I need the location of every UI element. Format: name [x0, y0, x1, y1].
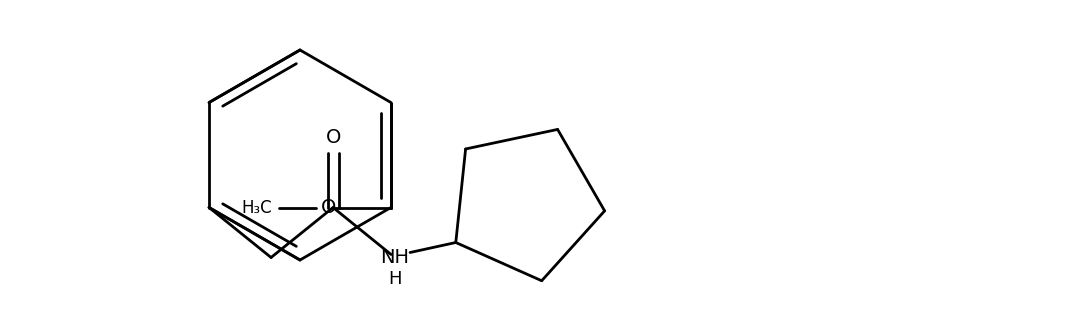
Text: NH: NH — [380, 248, 410, 267]
Text: H: H — [388, 270, 402, 289]
Text: O: O — [325, 128, 340, 147]
Text: O: O — [321, 198, 337, 217]
Text: H₃C: H₃C — [242, 198, 272, 217]
